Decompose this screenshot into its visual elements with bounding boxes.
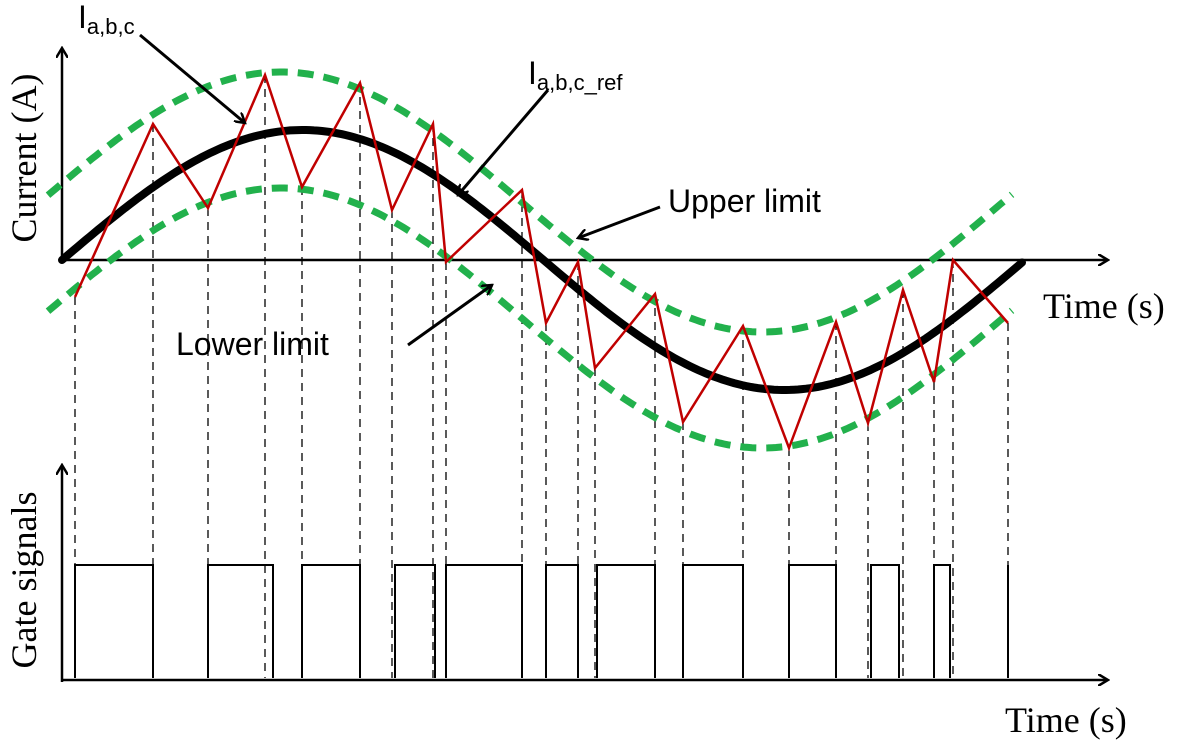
label-main: I <box>528 55 537 91</box>
label-sub: a,b,c <box>87 14 135 39</box>
lower-limit-label: Lower limit <box>176 326 329 362</box>
label-main: I <box>78 0 87 35</box>
upper-limit-curve <box>45 68 1015 336</box>
arrow <box>407 285 492 347</box>
label-sub: a,b,c_ref <box>537 70 623 95</box>
actual-current <box>73 71 1009 452</box>
gate-axis-label: Gate signals <box>4 492 44 669</box>
i-ref-label: Ia,b,c_ref <box>528 55 623 95</box>
dashed-guides <box>74 75 1009 678</box>
reference-current <box>58 126 1026 394</box>
lower-limit-curve <box>45 184 1015 452</box>
arrow <box>578 205 661 238</box>
time-axis-label: Time (s) <box>1005 700 1127 740</box>
upper-limit-label: Upper limit <box>668 183 821 219</box>
i-abc-label: Ia,b,c <box>78 0 135 39</box>
gate-pulses <box>74 564 1009 678</box>
arrow <box>458 89 550 195</box>
time-axis-label: Time (s) <box>1043 286 1165 326</box>
arrow <box>139 33 245 123</box>
current-axis-label: Current (A) <box>4 74 44 243</box>
